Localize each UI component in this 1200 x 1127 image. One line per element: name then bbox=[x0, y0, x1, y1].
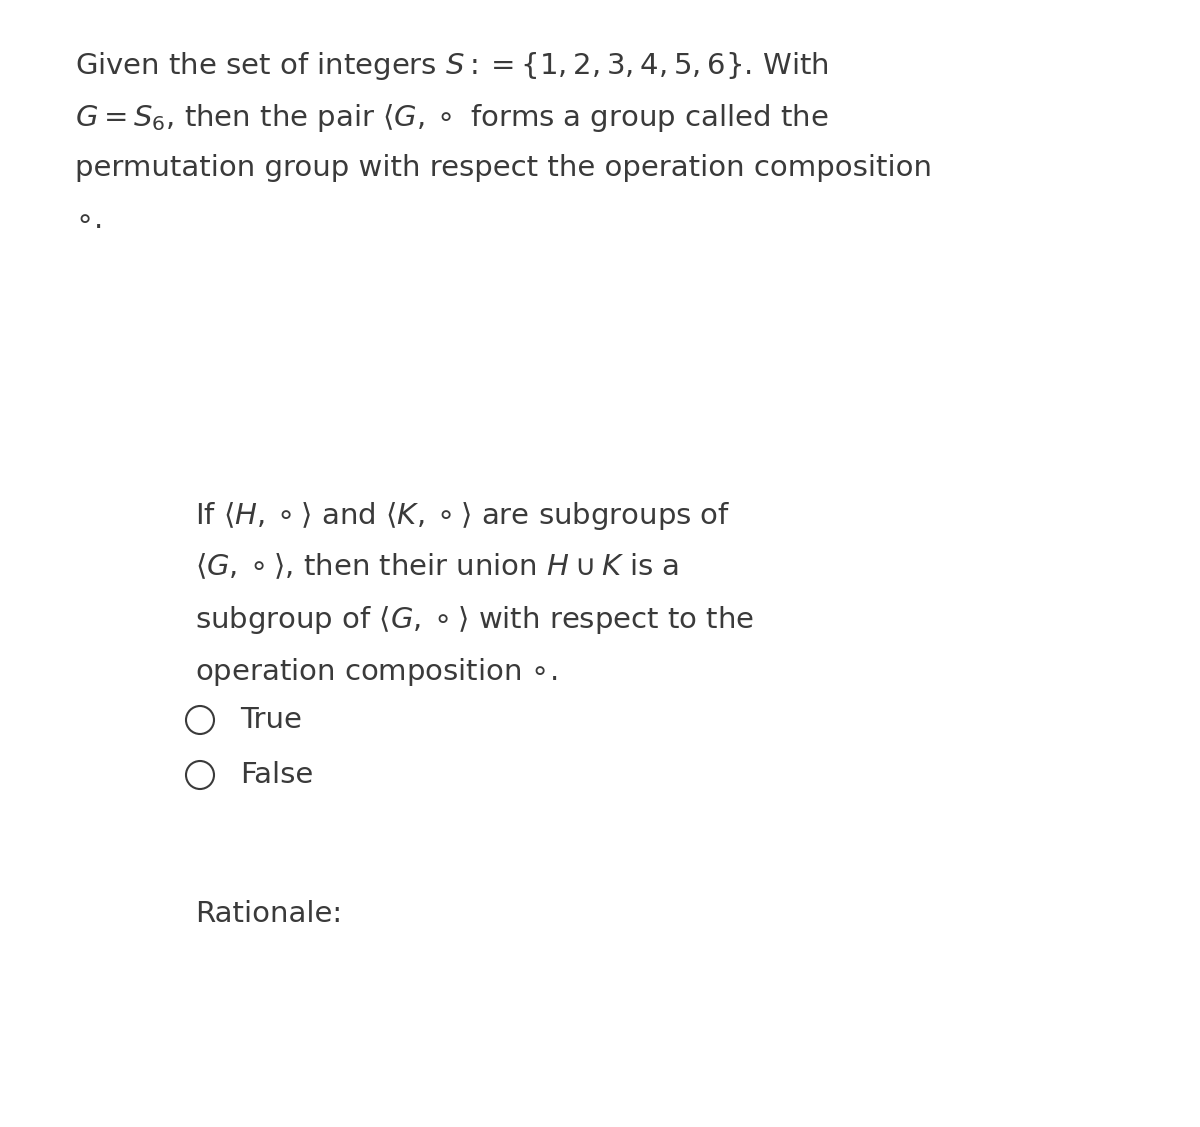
Text: operation composition $\circ$.: operation composition $\circ$. bbox=[194, 656, 557, 687]
Text: Given the set of integers $S := \{1, 2, 3, 4, 5, 6\}$. With: Given the set of integers $S := \{1, 2, … bbox=[74, 50, 828, 82]
Text: permutation group with respect the operation composition: permutation group with respect the opera… bbox=[74, 154, 932, 181]
Text: True: True bbox=[240, 706, 302, 734]
Text: Rationale:: Rationale: bbox=[194, 900, 342, 928]
Text: $\langle G, \circ\rangle$, then their union $H \cup K$ is a: $\langle G, \circ\rangle$, then their un… bbox=[194, 552, 679, 582]
Text: subgroup of $\langle G, \circ\rangle$ with respect to the: subgroup of $\langle G, \circ\rangle$ wi… bbox=[194, 604, 754, 636]
Text: False: False bbox=[240, 761, 313, 789]
Text: $\circ$.: $\circ$. bbox=[74, 206, 101, 234]
Text: $G = S_6$, then the pair $\langle G, \circ$ forms a group called the: $G = S_6$, then the pair $\langle G, \ci… bbox=[74, 103, 828, 134]
Text: If $\langle H, \circ\rangle$ and $\langle K, \circ\rangle$ are subgroups of: If $\langle H, \circ\rangle$ and $\langl… bbox=[194, 500, 731, 532]
